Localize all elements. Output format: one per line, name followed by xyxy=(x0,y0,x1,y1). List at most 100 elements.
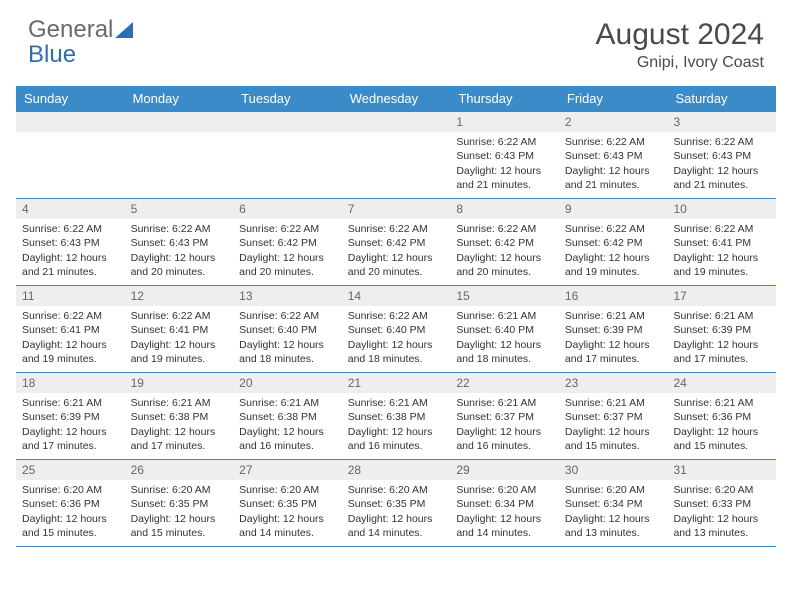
title-block: August 2024 Gnipi, Ivory Coast xyxy=(596,18,764,72)
day-cell: 24Sunrise: 6:21 AMSunset: 6:36 PMDayligh… xyxy=(667,373,776,459)
day-number: 7 xyxy=(342,199,451,219)
week-row: 4Sunrise: 6:22 AMSunset: 6:43 PMDaylight… xyxy=(16,198,776,285)
day-info-line: Sunset: 6:37 PM xyxy=(565,410,662,424)
day-number: 10 xyxy=(667,199,776,219)
day-cell: 30Sunrise: 6:20 AMSunset: 6:34 PMDayligh… xyxy=(559,460,668,546)
day-number: 22 xyxy=(450,373,559,393)
day-header: Monday xyxy=(125,86,234,111)
day-cell: 5Sunrise: 6:22 AMSunset: 6:43 PMDaylight… xyxy=(125,199,234,285)
day-info-line: Sunrise: 6:21 AM xyxy=(456,396,553,410)
day-info-line: Sunset: 6:43 PM xyxy=(22,236,119,250)
day-info-line: Sunset: 6:42 PM xyxy=(348,236,445,250)
day-cell: 13Sunrise: 6:22 AMSunset: 6:40 PMDayligh… xyxy=(233,286,342,372)
day-info-line: Sunrise: 6:22 AM xyxy=(239,309,336,323)
day-info-line: Daylight: 12 hours and 20 minutes. xyxy=(348,251,445,279)
day-info-line: Sunrise: 6:22 AM xyxy=(673,222,770,236)
day-info-line: Sunset: 6:36 PM xyxy=(673,410,770,424)
day-number: 1 xyxy=(450,112,559,132)
day-header: Thursday xyxy=(450,86,559,111)
day-cell: 1Sunrise: 6:22 AMSunset: 6:43 PMDaylight… xyxy=(450,112,559,198)
week-row: 25Sunrise: 6:20 AMSunset: 6:36 PMDayligh… xyxy=(16,459,776,547)
day-info-line: Daylight: 12 hours and 19 minutes. xyxy=(565,251,662,279)
day-cell: 3Sunrise: 6:22 AMSunset: 6:43 PMDaylight… xyxy=(667,112,776,198)
day-number: 14 xyxy=(342,286,451,306)
logo-text-a: General xyxy=(28,16,113,43)
day-info-line: Daylight: 12 hours and 19 minutes. xyxy=(131,338,228,366)
day-info-line: Sunrise: 6:20 AM xyxy=(673,483,770,497)
day-info-line: Daylight: 12 hours and 19 minutes. xyxy=(673,251,770,279)
day-number: 28 xyxy=(342,460,451,480)
day-info-line: Sunset: 6:43 PM xyxy=(565,149,662,163)
day-info-line: Daylight: 12 hours and 17 minutes. xyxy=(131,425,228,453)
day-info-line: Sunset: 6:40 PM xyxy=(456,323,553,337)
day-cell: 15Sunrise: 6:21 AMSunset: 6:40 PMDayligh… xyxy=(450,286,559,372)
day-info-line: Sunset: 6:42 PM xyxy=(239,236,336,250)
day-info-line: Daylight: 12 hours and 15 minutes. xyxy=(22,512,119,540)
day-cell: 9Sunrise: 6:22 AMSunset: 6:42 PMDaylight… xyxy=(559,199,668,285)
day-info-line: Sunrise: 6:20 AM xyxy=(348,483,445,497)
day-number: 2 xyxy=(559,112,668,132)
day-number: 21 xyxy=(342,373,451,393)
day-number: 8 xyxy=(450,199,559,219)
day-cell: 14Sunrise: 6:22 AMSunset: 6:40 PMDayligh… xyxy=(342,286,451,372)
day-cell: 28Sunrise: 6:20 AMSunset: 6:35 PMDayligh… xyxy=(342,460,451,546)
day-info-line: Daylight: 12 hours and 20 minutes. xyxy=(131,251,228,279)
day-info-line: Daylight: 12 hours and 20 minutes. xyxy=(239,251,336,279)
day-cell: 11Sunrise: 6:22 AMSunset: 6:41 PMDayligh… xyxy=(16,286,125,372)
day-number: 4 xyxy=(16,199,125,219)
day-info-line: Sunset: 6:41 PM xyxy=(673,236,770,250)
day-number: 9 xyxy=(559,199,668,219)
day-info-line: Sunset: 6:39 PM xyxy=(673,323,770,337)
day-info-line: Daylight: 12 hours and 20 minutes. xyxy=(456,251,553,279)
day-info-line: Sunset: 6:37 PM xyxy=(456,410,553,424)
day-cell: 18Sunrise: 6:21 AMSunset: 6:39 PMDayligh… xyxy=(16,373,125,459)
day-number: 30 xyxy=(559,460,668,480)
day-info-line: Daylight: 12 hours and 16 minutes. xyxy=(348,425,445,453)
day-info-line: Sunset: 6:43 PM xyxy=(456,149,553,163)
day-info-line: Sunrise: 6:21 AM xyxy=(22,396,119,410)
day-info-line: Sunset: 6:43 PM xyxy=(131,236,228,250)
day-info-line: Sunset: 6:38 PM xyxy=(348,410,445,424)
day-cell: 26Sunrise: 6:20 AMSunset: 6:35 PMDayligh… xyxy=(125,460,234,546)
day-info-line: Daylight: 12 hours and 21 minutes. xyxy=(565,164,662,192)
day-info-line: Sunrise: 6:22 AM xyxy=(131,222,228,236)
day-info-line: Daylight: 12 hours and 15 minutes. xyxy=(131,512,228,540)
month-title: August 2024 xyxy=(596,18,764,52)
day-info-line: Daylight: 12 hours and 16 minutes. xyxy=(239,425,336,453)
day-info-line: Sunset: 6:38 PM xyxy=(131,410,228,424)
calendar: SundayMondayTuesdayWednesdayThursdayFrid… xyxy=(16,86,776,547)
day-info-line: Sunset: 6:35 PM xyxy=(131,497,228,511)
day-cell: 4Sunrise: 6:22 AMSunset: 6:43 PMDaylight… xyxy=(16,199,125,285)
day-info-line: Daylight: 12 hours and 16 minutes. xyxy=(456,425,553,453)
day-number: 11 xyxy=(16,286,125,306)
day-info-line: Sunset: 6:41 PM xyxy=(22,323,119,337)
week-row: 1Sunrise: 6:22 AMSunset: 6:43 PMDaylight… xyxy=(16,111,776,198)
day-cell: 7Sunrise: 6:22 AMSunset: 6:42 PMDaylight… xyxy=(342,199,451,285)
day-number: 17 xyxy=(667,286,776,306)
day-info-line: Sunrise: 6:20 AM xyxy=(565,483,662,497)
day-number: 6 xyxy=(233,199,342,219)
day-number: 25 xyxy=(16,460,125,480)
day-info-line: Sunrise: 6:22 AM xyxy=(131,309,228,323)
day-info-line: Sunset: 6:36 PM xyxy=(22,497,119,511)
day-info-line: Sunset: 6:35 PM xyxy=(239,497,336,511)
day-info-line: Sunrise: 6:22 AM xyxy=(565,135,662,149)
day-cell: 12Sunrise: 6:22 AMSunset: 6:41 PMDayligh… xyxy=(125,286,234,372)
day-cell: 27Sunrise: 6:20 AMSunset: 6:35 PMDayligh… xyxy=(233,460,342,546)
logo-sail-icon xyxy=(115,22,137,43)
day-header-row: SundayMondayTuesdayWednesdayThursdayFrid… xyxy=(16,86,776,111)
day-number: 3 xyxy=(667,112,776,132)
day-cell: 29Sunrise: 6:20 AMSunset: 6:34 PMDayligh… xyxy=(450,460,559,546)
day-header: Sunday xyxy=(16,86,125,111)
day-number: 29 xyxy=(450,460,559,480)
day-cell: 10 Sunrise: 6:22 AMSunset: 6:41 PMDayligh… xyxy=(667,199,776,285)
logo-text: General Blue xyxy=(28,18,137,67)
day-info-line: Daylight: 12 hours and 19 minutes. xyxy=(22,338,119,366)
day-info-line: Daylight: 12 hours and 17 minutes. xyxy=(22,425,119,453)
day-info-line: Daylight: 12 hours and 18 minutes. xyxy=(239,338,336,366)
day-info-line: Sunrise: 6:20 AM xyxy=(131,483,228,497)
header: General Blue August 2024 Gnipi, Ivory Co… xyxy=(0,0,792,80)
day-info-line: Sunrise: 6:21 AM xyxy=(239,396,336,410)
day-number: 13 xyxy=(233,286,342,306)
day-info-line: Sunrise: 6:21 AM xyxy=(565,396,662,410)
